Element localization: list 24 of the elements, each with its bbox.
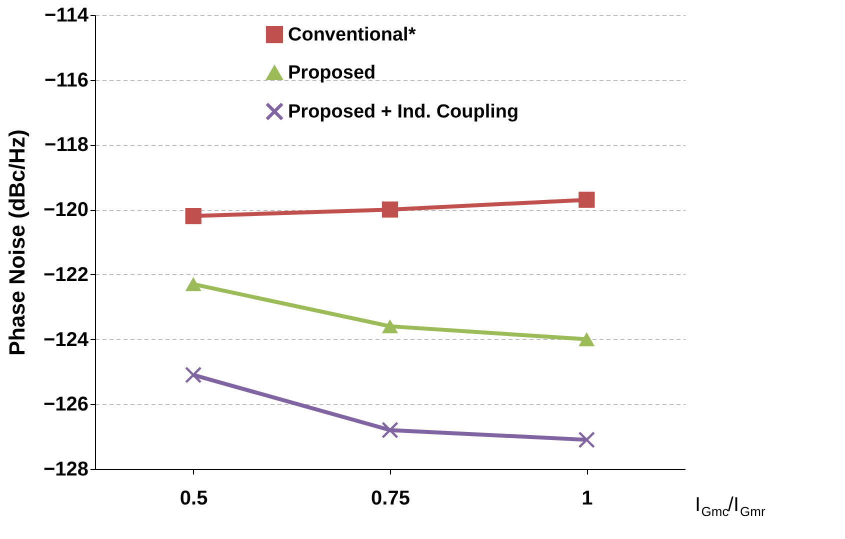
x-tick-label: 0.5 bbox=[180, 488, 208, 510]
point bbox=[578, 432, 595, 448]
point bbox=[578, 192, 595, 208]
point bbox=[185, 277, 202, 292]
point bbox=[185, 366, 202, 384]
y-tick-label: −114 bbox=[44, 4, 90, 26]
point bbox=[382, 422, 398, 438]
x-tick-label: 1 bbox=[582, 488, 593, 510]
x-tick-label: 0.75 bbox=[371, 488, 410, 510]
legend-label: Proposed bbox=[288, 62, 376, 84]
point bbox=[578, 332, 595, 346]
legend-label: Conventional* bbox=[288, 24, 416, 46]
y-tick-label: −126 bbox=[43, 394, 88, 416]
y-tick-label: −124 bbox=[43, 328, 90, 351]
y-tick-label: −128 bbox=[43, 458, 88, 480]
y-tick-label: −118 bbox=[44, 134, 88, 156]
point bbox=[382, 319, 398, 334]
legend-label: Proposed + Ind. Coupling bbox=[288, 102, 519, 122]
y-axis-title: Phase Noise (dBc/Hz) bbox=[4, 129, 30, 356]
y-tick-label: −116 bbox=[44, 69, 88, 92]
point bbox=[382, 202, 398, 218]
y-tick-label: −122 bbox=[43, 264, 88, 286]
y-tick-label: −120 bbox=[43, 199, 88, 222]
point bbox=[185, 208, 202, 224]
